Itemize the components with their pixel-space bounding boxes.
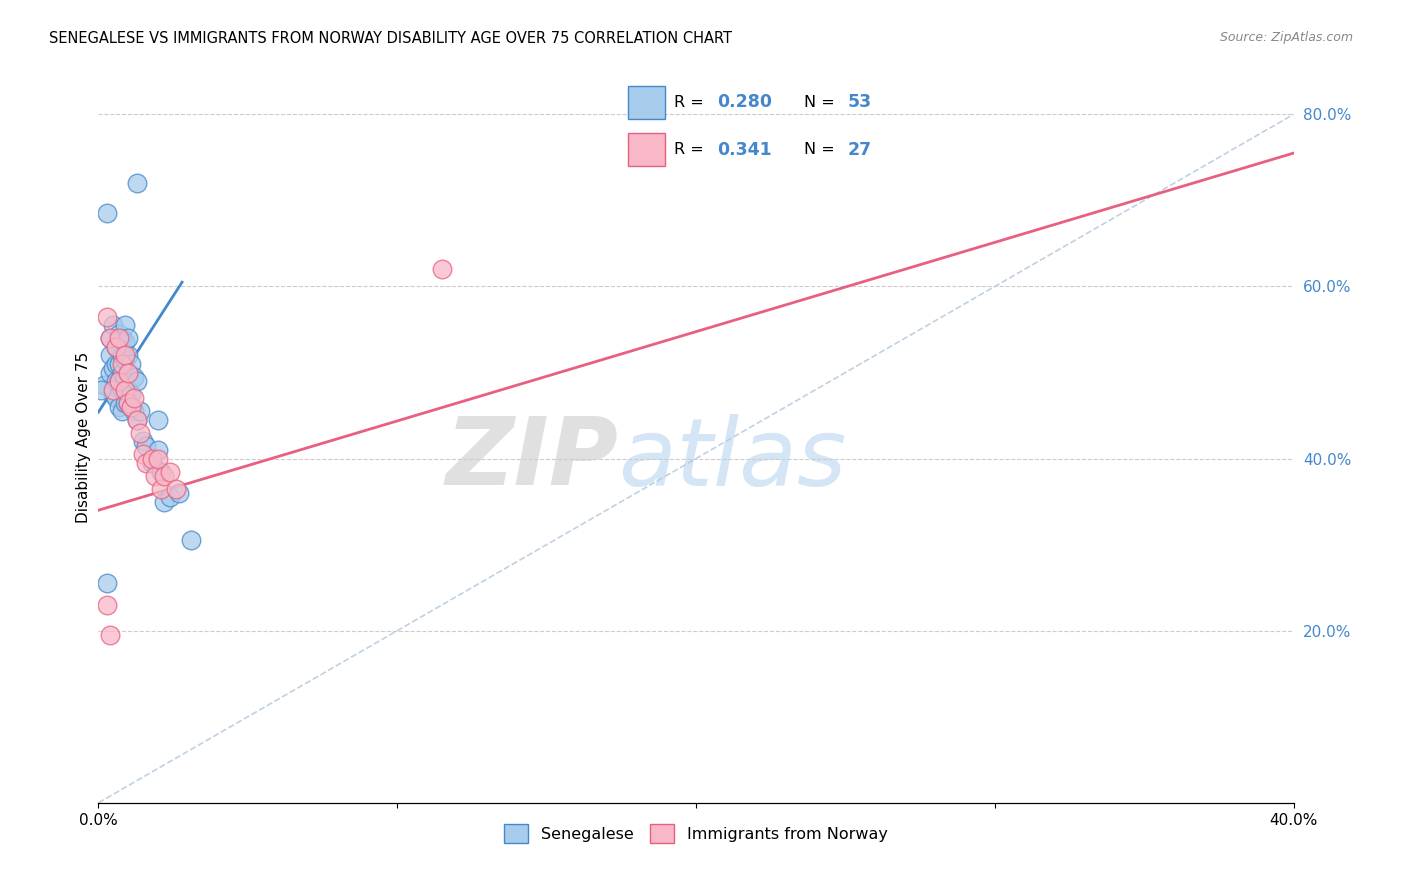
Point (148, 451, 170, 466)
Point (108, 374, 131, 388)
Text: 53: 53 (848, 94, 872, 112)
Point (117, 383, 139, 397)
Point (117, 348, 139, 362)
Point (124, 392, 146, 406)
Point (103, 361, 125, 376)
Point (132, 447, 155, 461)
Point (129, 404, 152, 418)
Point (127, 176, 149, 190)
Text: 27: 27 (848, 141, 872, 159)
Point (93, 378, 115, 392)
Point (114, 395, 136, 409)
Point (96, 576, 118, 591)
Point (150, 465, 173, 479)
Point (105, 340, 128, 354)
Point (108, 326, 131, 341)
Point (111, 366, 134, 380)
Text: Source: ZipAtlas.com: Source: ZipAtlas.com (1219, 31, 1353, 45)
Point (124, 369, 146, 384)
Point (111, 357, 134, 371)
Point (111, 404, 134, 418)
Point (127, 374, 149, 388)
Point (103, 318, 125, 333)
Point (111, 348, 134, 362)
Point (98, 331, 122, 345)
Point (117, 331, 139, 345)
Point (108, 400, 131, 414)
Point (132, 434, 155, 449)
Point (159, 465, 181, 479)
Point (114, 335, 136, 350)
Point (96, 598, 118, 612)
Point (430, 262, 453, 277)
Point (114, 383, 136, 397)
Text: 0.341: 0.341 (717, 141, 772, 159)
Point (114, 369, 136, 384)
Point (117, 395, 139, 409)
Point (103, 387, 125, 401)
Point (98, 331, 122, 345)
Bar (628, 133, 665, 166)
Point (150, 482, 173, 496)
Point (105, 392, 128, 406)
Point (135, 439, 157, 453)
Legend: Senegalese, Immigrants from Norway: Senegalese, Immigrants from Norway (498, 817, 894, 850)
Point (96, 310, 118, 324)
Point (105, 340, 128, 354)
Point (108, 374, 131, 388)
Point (120, 400, 142, 414)
Point (120, 400, 142, 414)
Text: N =: N = (804, 95, 841, 110)
Y-axis label: Disability Age Over 75: Disability Age Over 75 (76, 351, 91, 523)
Point (103, 383, 125, 397)
Text: SENEGALESE VS IMMIGRANTS FROM NORWAY DISABILITY AGE OVER 75 CORRELATION CHART: SENEGALESE VS IMMIGRANTS FROM NORWAY DIS… (49, 31, 733, 46)
Point (135, 456, 157, 470)
Point (129, 425, 152, 440)
Point (105, 357, 128, 371)
Point (111, 383, 134, 397)
Point (108, 357, 131, 371)
Point (127, 413, 149, 427)
Point (117, 366, 139, 380)
Point (98, 348, 122, 362)
Point (141, 456, 163, 470)
Point (105, 374, 128, 388)
Text: R =: R = (675, 95, 709, 110)
Point (120, 357, 142, 371)
Point (153, 468, 176, 483)
Point (127, 413, 149, 427)
Point (114, 318, 136, 333)
Point (143, 468, 166, 483)
Point (120, 387, 142, 401)
Text: 0.280: 0.280 (717, 94, 773, 112)
Text: atlas: atlas (619, 414, 846, 505)
Text: N =: N = (804, 142, 841, 157)
Point (141, 451, 163, 466)
Point (114, 352, 136, 367)
Point (124, 404, 146, 418)
Point (114, 348, 136, 362)
Point (159, 491, 181, 505)
Point (98, 366, 122, 380)
Text: R =: R = (675, 142, 709, 157)
Point (165, 482, 187, 496)
Point (108, 331, 131, 345)
Point (111, 331, 134, 345)
Point (167, 486, 190, 500)
Text: ZIP: ZIP (446, 413, 619, 505)
Point (153, 494, 176, 508)
Point (148, 442, 170, 457)
Point (117, 366, 139, 380)
Point (98, 628, 122, 642)
Bar (628, 87, 665, 119)
Point (180, 533, 202, 548)
Point (96, 206, 118, 220)
Point (148, 413, 170, 427)
Point (117, 395, 139, 409)
Point (114, 383, 136, 397)
Point (90, 383, 112, 397)
